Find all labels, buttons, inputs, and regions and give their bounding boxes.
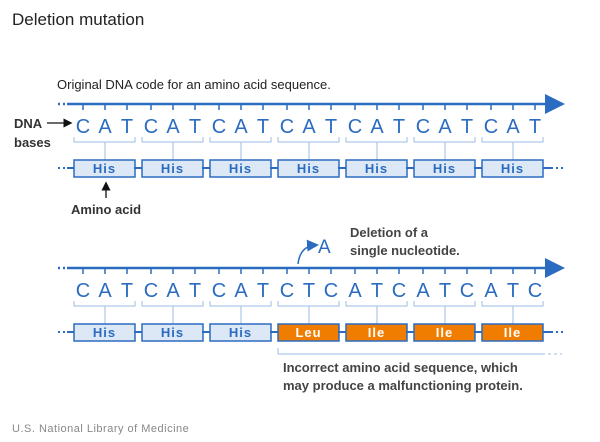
dna-base: T [325, 116, 337, 138]
dna-base: T [461, 116, 473, 138]
dna-base: T [121, 116, 133, 138]
incorrect-note-line1: Incorrect amino acid sequence, which [283, 360, 518, 375]
dna-base: C [460, 280, 474, 302]
dna-base: A [370, 116, 384, 138]
amino-acid-label: His [161, 325, 184, 340]
amino-acid-label: His [433, 161, 456, 176]
deletion-curved-arrow [297, 239, 319, 265]
original-caption: Original DNA code for an amino acid sequ… [57, 77, 331, 92]
dna-base: C [484, 116, 498, 138]
dna-base: A [98, 116, 112, 138]
dna-base: A [416, 280, 430, 302]
dna-base: A [484, 280, 498, 302]
footer-credit: U.S. National Library of Medicine [12, 423, 189, 435]
dna-base: T [439, 280, 451, 302]
dna-base: T [303, 280, 315, 302]
amino-acid-label: His [229, 325, 252, 340]
amino-acid-label: His [365, 161, 388, 176]
amino-acid-label: His [229, 161, 252, 176]
dna-base: C [212, 280, 226, 302]
dna-base: C [324, 280, 338, 302]
amino-acid-label: Leu [295, 325, 321, 340]
dna-base: A [506, 116, 520, 138]
dna-base: C [280, 116, 294, 138]
amino-acid-label: Ile [436, 325, 453, 340]
dna-base: C [280, 280, 294, 302]
amino-acid-label: His [297, 161, 320, 176]
amino-acid-label: Ile [368, 325, 385, 340]
dna-base: A [438, 116, 452, 138]
dna-base: A [166, 116, 180, 138]
amino-acid-label: His [501, 161, 524, 176]
dna-base: T [189, 280, 201, 302]
amino-acid-label: Amino acid [71, 202, 141, 217]
dna-base: C [528, 280, 542, 302]
dna-base: C [348, 116, 362, 138]
amino-acid-label: His [93, 325, 116, 340]
amino-acid-label: His [93, 161, 116, 176]
dna-base: T [507, 280, 519, 302]
dna-base: T [371, 280, 383, 302]
amino-acid-label: Ile [504, 325, 521, 340]
dna-base: C [392, 280, 406, 302]
dna-base: T [529, 116, 541, 138]
dna-base: C [416, 116, 430, 138]
dna-base: C [144, 280, 158, 302]
dna-base: A [348, 280, 362, 302]
dna-base: C [212, 116, 226, 138]
dna-base: C [144, 116, 158, 138]
dna-base: T [257, 116, 269, 138]
dna-base: T [257, 280, 269, 302]
dna-base: T [189, 116, 201, 138]
dna-base: T [393, 116, 405, 138]
deleted-base: A [318, 237, 331, 258]
incorrect-note-line2: may produce a malfunctioning protein. [283, 378, 523, 393]
bases-label: bases [14, 135, 51, 150]
diagram-title: Deletion mutation [12, 10, 144, 29]
dna-base: C [76, 116, 90, 138]
amino-acid-label: His [161, 161, 184, 176]
dna-base: A [98, 280, 112, 302]
dna-base: C [76, 280, 90, 302]
dna-base: T [121, 280, 133, 302]
dna-base: A [234, 116, 248, 138]
dna-base: A [234, 280, 248, 302]
dna-base: A [166, 280, 180, 302]
deletion-note-line2: single nucleotide. [350, 243, 460, 258]
deletion-note-line1: Deletion of a [350, 225, 429, 240]
dna-base: A [302, 116, 316, 138]
dna-label: DNA [14, 116, 43, 131]
